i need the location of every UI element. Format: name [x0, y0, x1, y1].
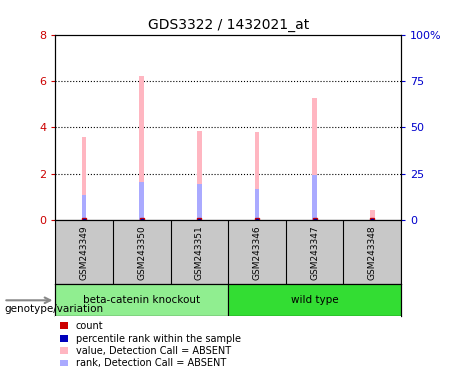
- Text: GSM243346: GSM243346: [253, 225, 261, 280]
- Text: beta-catenin knockout: beta-catenin knockout: [83, 295, 201, 305]
- Bar: [313, 98, 317, 220]
- Bar: [228, 284, 401, 316]
- Bar: [197, 131, 202, 220]
- Bar: [313, 175, 317, 220]
- Text: GSM243349: GSM243349: [80, 225, 89, 280]
- Text: wild type: wild type: [291, 295, 338, 305]
- Bar: [197, 184, 202, 220]
- Bar: [82, 137, 86, 220]
- Bar: [82, 195, 86, 220]
- Title: GDS3322 / 1432021_at: GDS3322 / 1432021_at: [148, 18, 309, 32]
- Bar: [254, 132, 259, 220]
- Legend: count, percentile rank within the sample, value, Detection Call = ABSENT, rank, : count, percentile rank within the sample…: [60, 321, 241, 368]
- Bar: [139, 182, 144, 220]
- Bar: [254, 189, 259, 220]
- Bar: [139, 76, 144, 220]
- Text: GSM243347: GSM243347: [310, 225, 319, 280]
- Bar: [370, 218, 374, 220]
- Text: GSM243348: GSM243348: [368, 225, 377, 280]
- Text: GSM243351: GSM243351: [195, 225, 204, 280]
- Text: genotype/variation: genotype/variation: [5, 304, 104, 314]
- Bar: [370, 210, 374, 220]
- Text: GSM243350: GSM243350: [137, 225, 146, 280]
- Bar: [55, 284, 228, 316]
